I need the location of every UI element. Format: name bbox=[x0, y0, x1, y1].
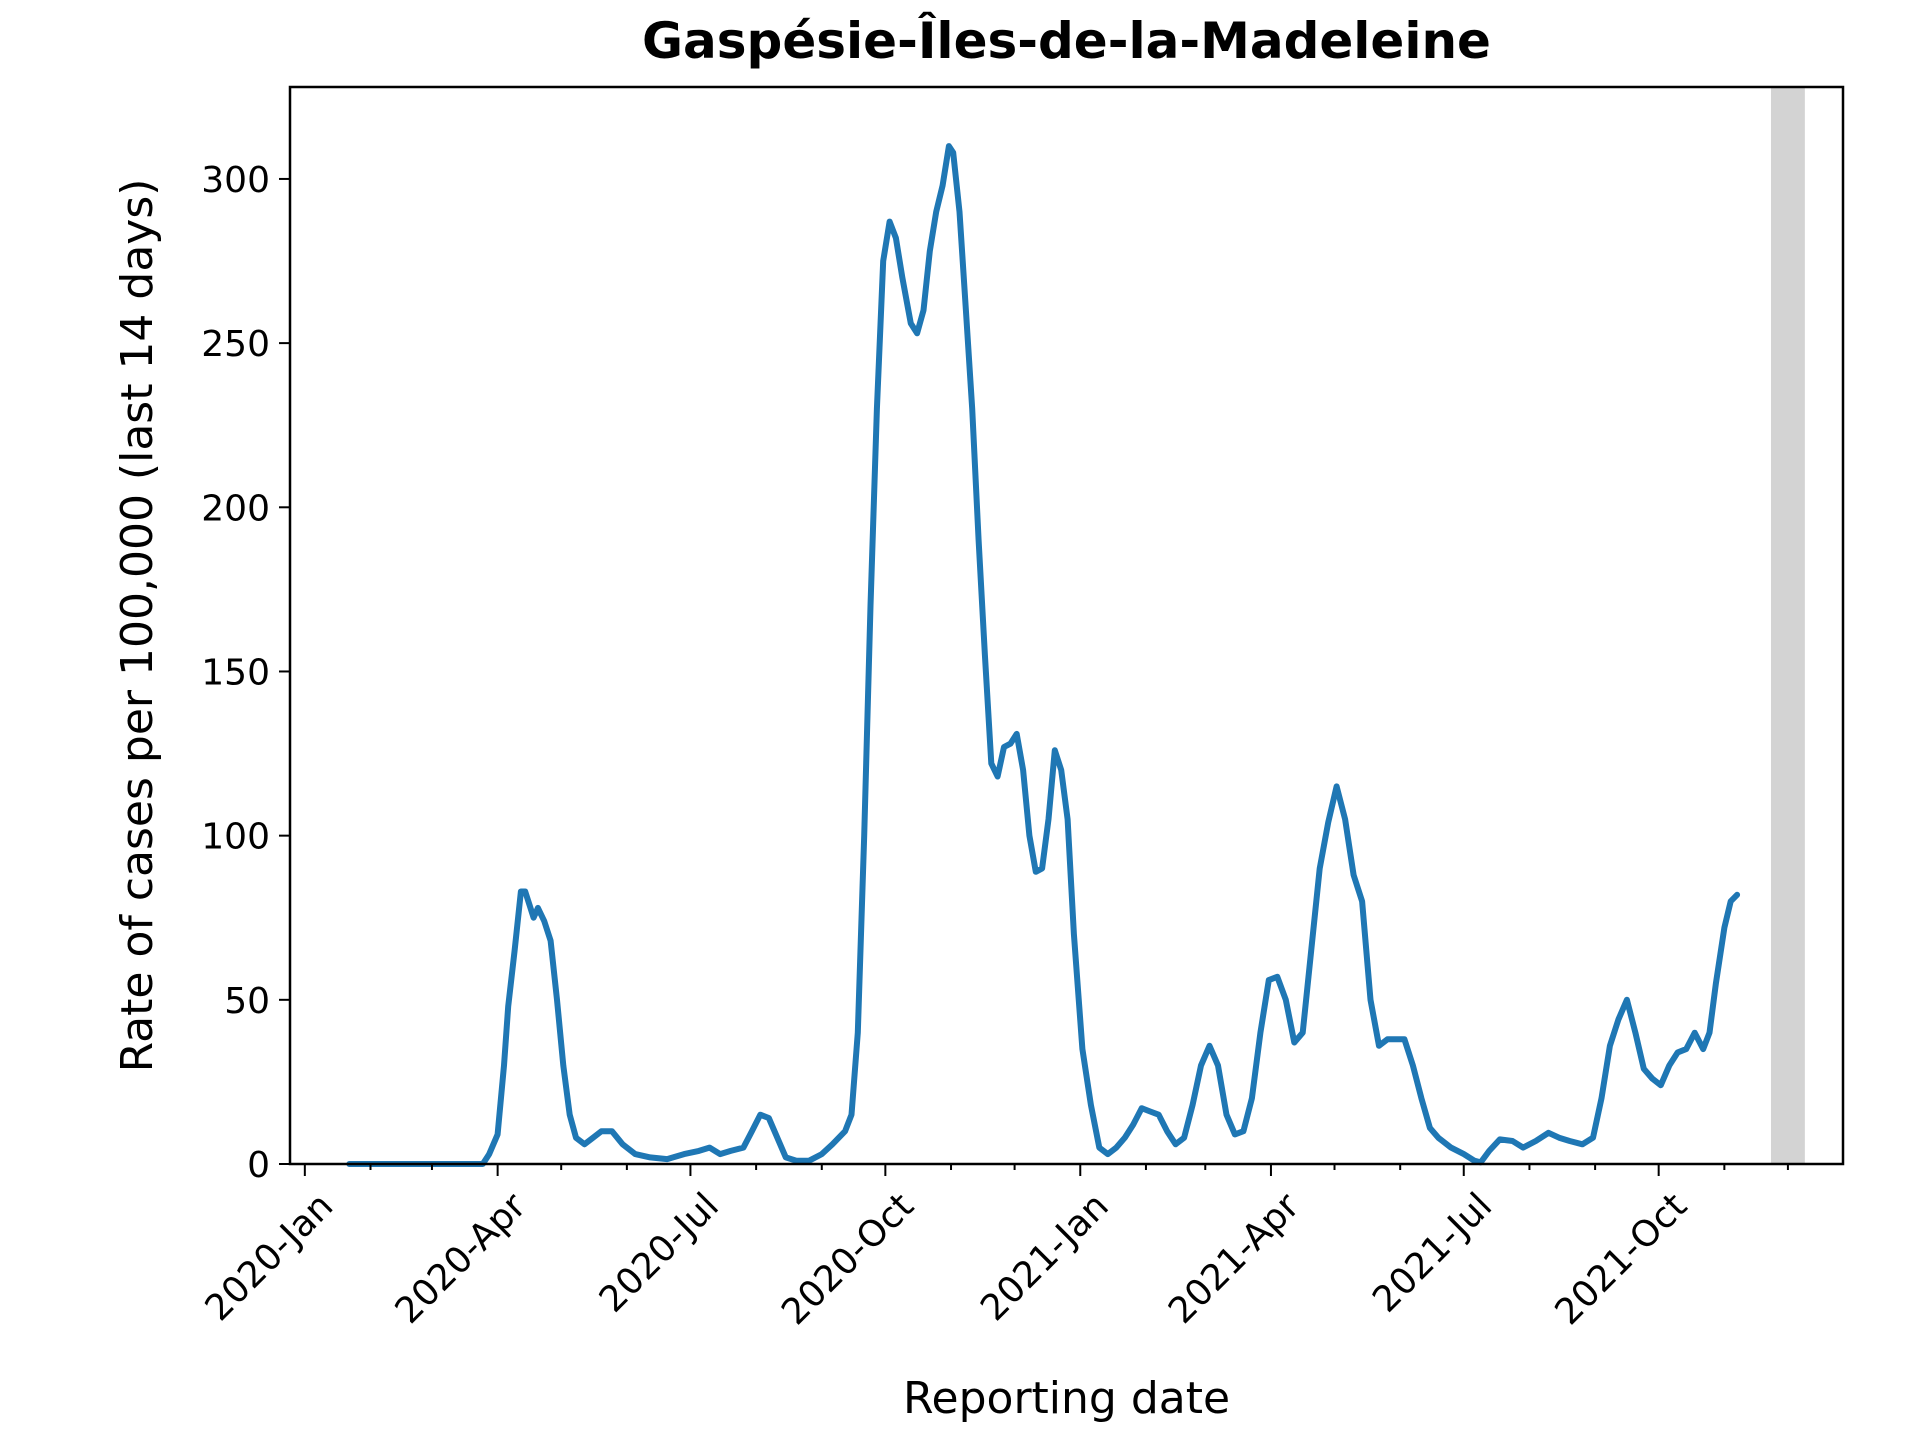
series-layer bbox=[346, 143, 1741, 1167]
y-tick-label: 250 bbox=[201, 324, 270, 365]
x-tick-label: 2021-Oct bbox=[1547, 1185, 1695, 1333]
y-tick-label: 50 bbox=[224, 981, 270, 1022]
shaded-region bbox=[1770, 87, 1805, 1164]
series-line bbox=[346, 143, 1741, 1167]
y-axis: 0 50 100 150 200 250 300 bbox=[201, 160, 290, 1186]
x-tick-label: 2020-Oct bbox=[774, 1185, 922, 1333]
y-tick-label: 300 bbox=[201, 160, 270, 201]
y-tick-label: 0 bbox=[247, 1145, 270, 1186]
y-tick-label: 200 bbox=[201, 488, 270, 529]
chart-title: Gaspésie-Îles-de-la-Madeleine bbox=[642, 11, 1491, 70]
shaded-region-layer bbox=[1770, 87, 1805, 1164]
x-tick-label: 2021-Jul bbox=[1365, 1185, 1500, 1320]
y-tick-label: 150 bbox=[201, 652, 270, 693]
x-tick-label: 2021-Apr bbox=[1161, 1185, 1308, 1332]
x-axis: 2020-Jan 2020-Apr 2020-Jul 2020-Oct 2021-Jan… bbox=[198, 1164, 1789, 1333]
y-tick-label: 100 bbox=[201, 817, 270, 858]
x-tick-label: 2020-Jul bbox=[592, 1185, 727, 1320]
y-axis-label: Rate of cases per 100,000 (last 14 days) bbox=[112, 179, 163, 1073]
x-tick-label: 2021-Jan bbox=[973, 1185, 1117, 1329]
plot-frame bbox=[288, 85, 1845, 1166]
x-tick-label: 2020-Apr bbox=[388, 1185, 535, 1332]
x-tick-label: 2020-Jan bbox=[198, 1185, 342, 1329]
x-axis-label: Reporting date bbox=[903, 1373, 1230, 1424]
